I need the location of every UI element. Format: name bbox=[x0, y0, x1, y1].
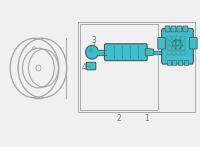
FancyBboxPatch shape bbox=[165, 26, 170, 32]
FancyBboxPatch shape bbox=[183, 26, 188, 32]
Text: 4: 4 bbox=[82, 63, 87, 72]
FancyBboxPatch shape bbox=[162, 28, 193, 64]
Bar bbox=[167, 36, 171, 40]
Text: 2: 2 bbox=[116, 114, 121, 123]
Bar bbox=[181, 46, 185, 50]
Text: 3: 3 bbox=[92, 36, 96, 45]
Bar bbox=[172, 46, 175, 50]
FancyBboxPatch shape bbox=[190, 37, 197, 49]
Bar bbox=[80, 24, 158, 110]
FancyBboxPatch shape bbox=[177, 26, 182, 32]
Text: 1: 1 bbox=[144, 114, 149, 123]
Bar bbox=[167, 51, 171, 55]
Polygon shape bbox=[146, 48, 154, 56]
FancyBboxPatch shape bbox=[171, 26, 176, 32]
Bar bbox=[167, 41, 171, 45]
Ellipse shape bbox=[86, 45, 99, 59]
Bar bbox=[172, 41, 175, 45]
Ellipse shape bbox=[89, 48, 94, 53]
Bar bbox=[178, 60, 182, 65]
Bar bbox=[181, 51, 185, 55]
FancyBboxPatch shape bbox=[158, 37, 165, 49]
FancyBboxPatch shape bbox=[104, 44, 147, 61]
Bar bbox=[172, 60, 176, 65]
Bar bbox=[172, 51, 175, 55]
Bar bbox=[176, 36, 180, 40]
Bar bbox=[176, 41, 180, 45]
Bar bbox=[181, 36, 185, 40]
Bar bbox=[167, 46, 171, 50]
Bar bbox=[78, 22, 195, 112]
FancyBboxPatch shape bbox=[86, 62, 96, 70]
Bar bbox=[181, 41, 185, 45]
Bar bbox=[167, 60, 171, 65]
Bar bbox=[172, 36, 175, 40]
Bar bbox=[176, 51, 180, 55]
Bar bbox=[176, 46, 180, 50]
Bar bbox=[184, 60, 188, 65]
Circle shape bbox=[172, 39, 182, 49]
